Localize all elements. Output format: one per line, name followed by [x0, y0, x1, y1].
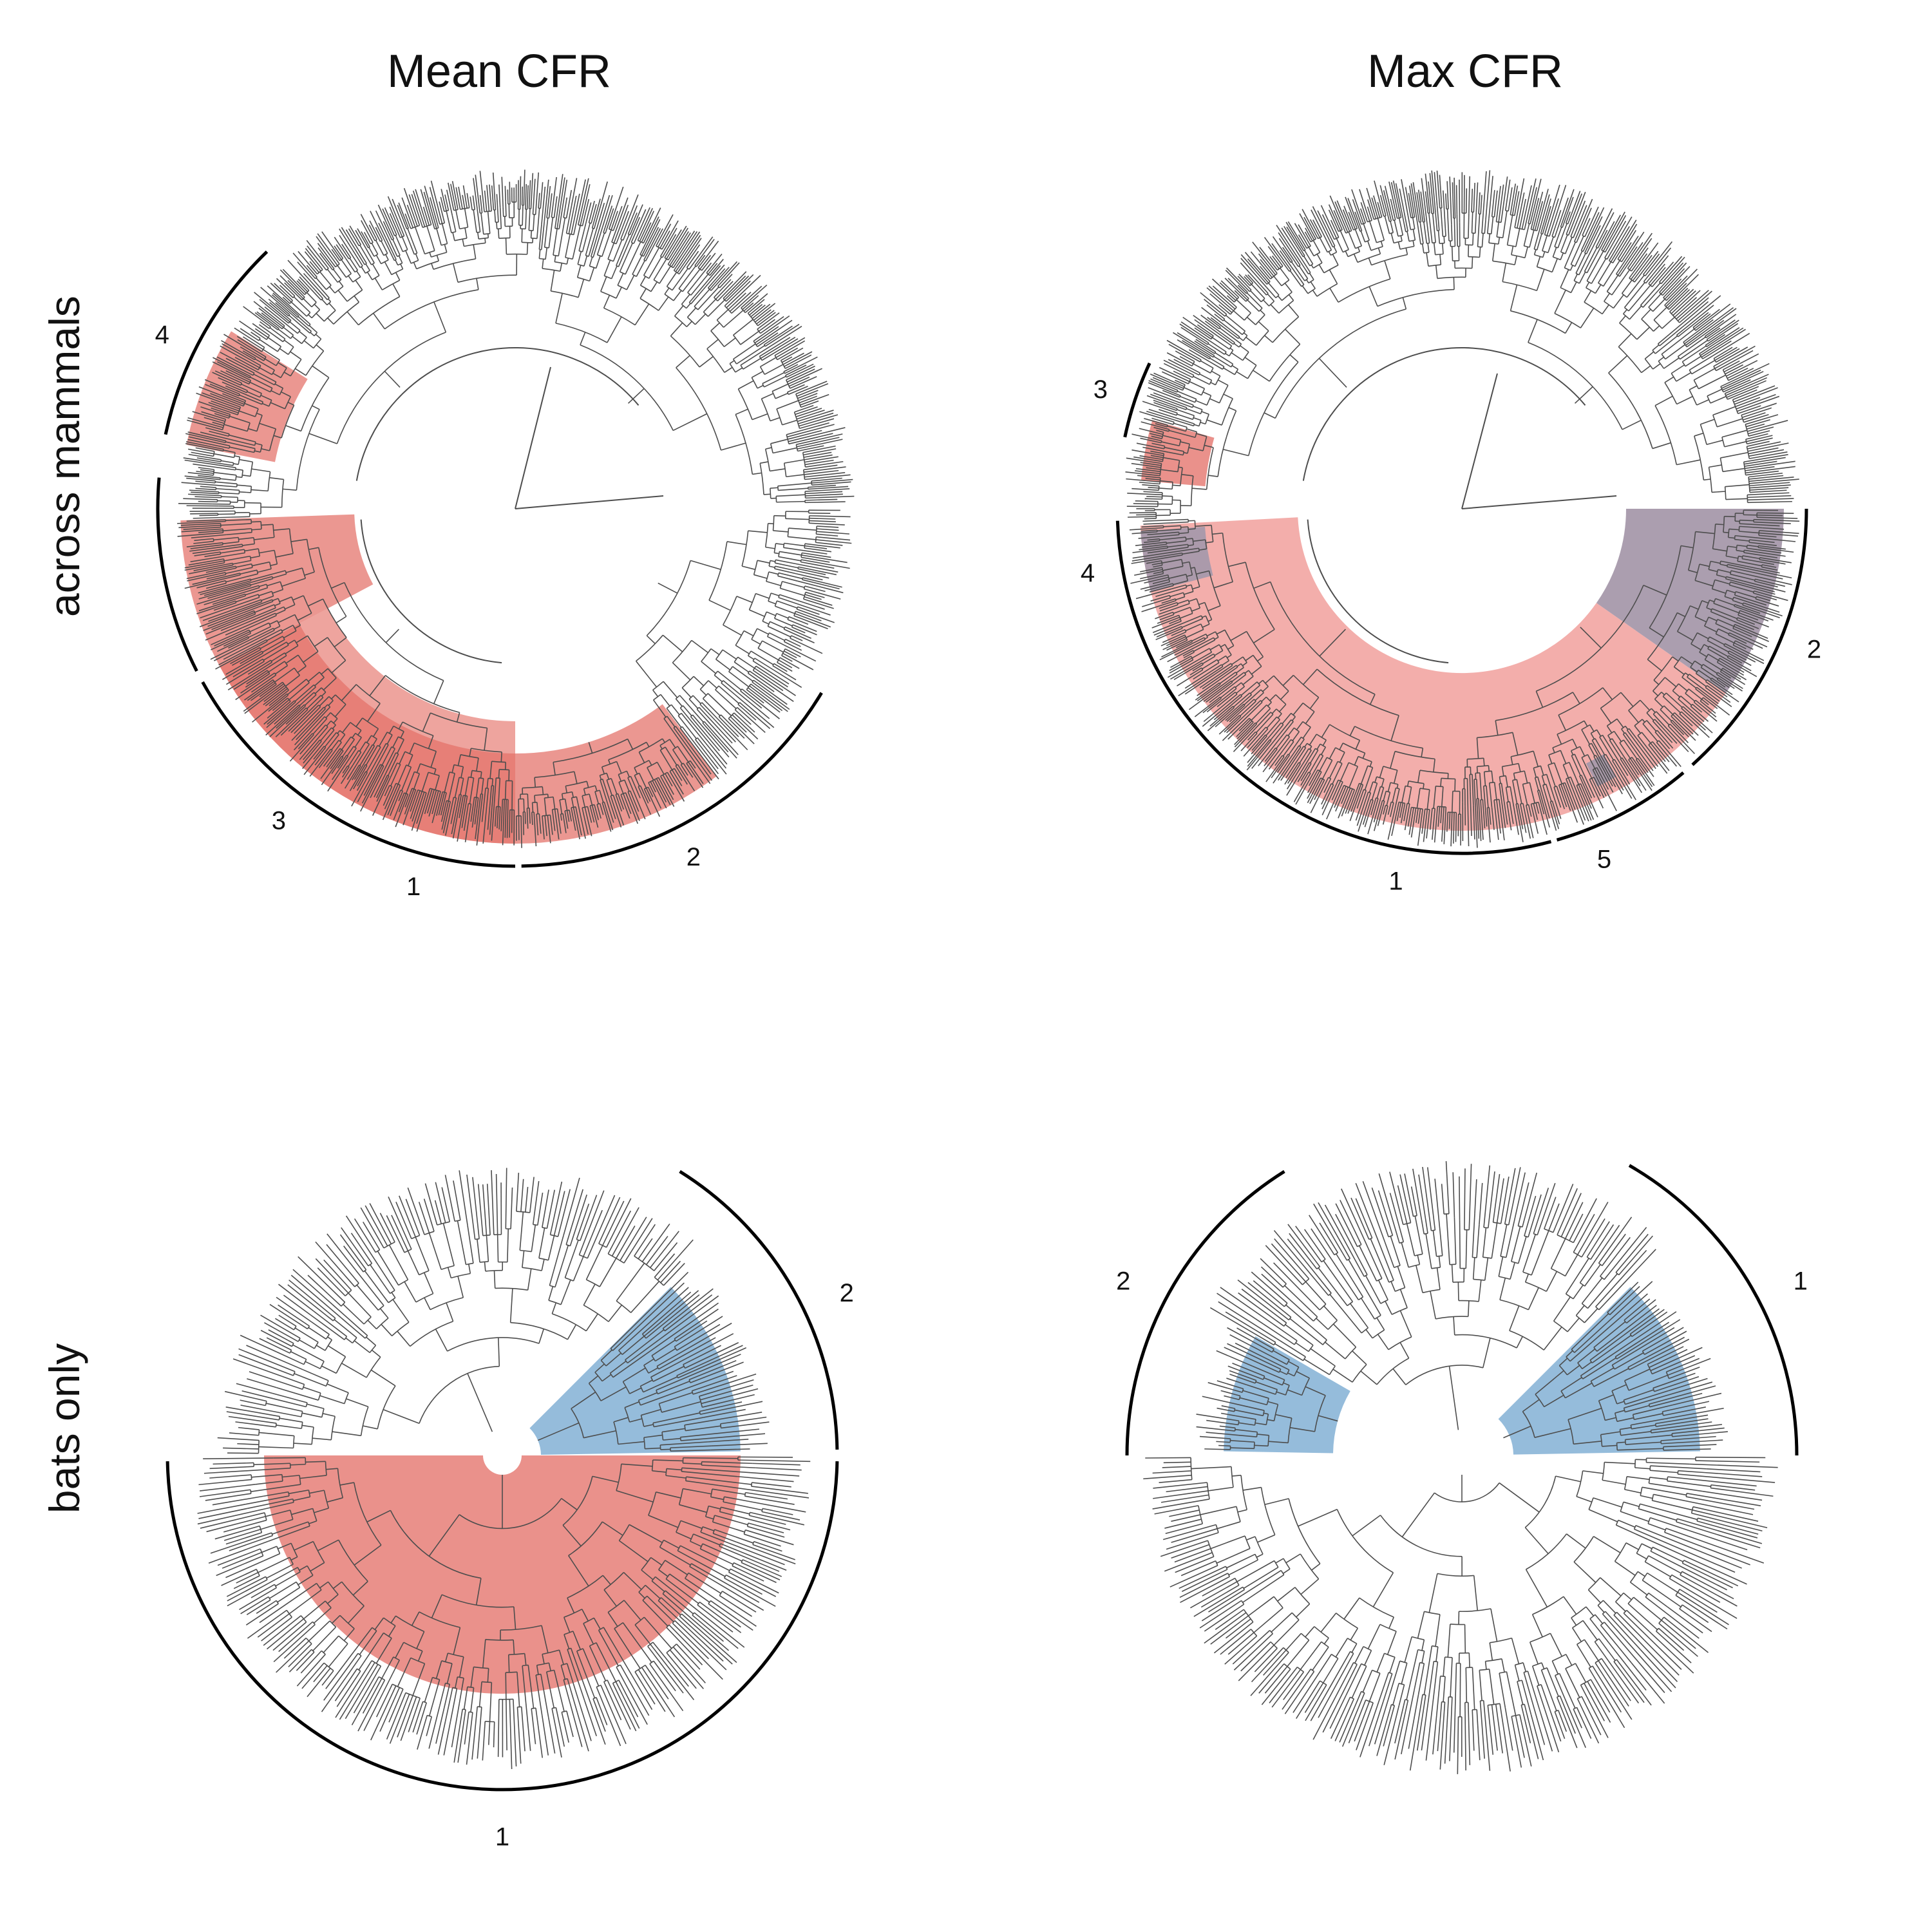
clade-label-4: 4: [155, 321, 169, 349]
panel-max-mammals: 1 2 3 4 5: [985, 77, 1932, 1043]
clade-label-2: 2: [1807, 636, 1821, 664]
clade-2-highlight: [515, 704, 717, 844]
column-title-max: Max CFR: [1367, 46, 1563, 97]
clade-highlights: [1224, 1287, 1700, 1455]
bracket-clade-4: [164, 251, 269, 435]
clade-brackets: 12: [1116, 1164, 1808, 1456]
clade-2-highlight: [529, 1287, 741, 1455]
bracket-clade-3: [1123, 362, 1151, 438]
tree-branches: [1125, 170, 1800, 848]
tree-mean-mammals: 1 2 3 4: [155, 169, 855, 901]
clade-1-highlight: [1498, 1287, 1700, 1455]
bracket-clade-2: [1125, 1170, 1285, 1456]
column-title-mean: Mean CFR: [386, 46, 612, 97]
bracket-clade-3: [156, 477, 198, 672]
tree-branches: [1143, 1161, 1778, 1774]
clade-label-1: 1: [1794, 1267, 1808, 1296]
clade-label-2: 2: [687, 843, 701, 871]
tree-mean-bats: 12: [166, 1168, 854, 1852]
bracket-clade-5: [1556, 771, 1685, 842]
panel-mean-mammals: 1 2 3 4: [19, 77, 985, 1043]
bracket-clade-1: [1628, 1164, 1799, 1456]
clade-1-highlight: [1140, 517, 1726, 831]
clade-label-3: 3: [1094, 375, 1108, 404]
bracket-clade-1: [201, 681, 516, 868]
tree-max-bats: 12: [1116, 1161, 1808, 1774]
clade-label-1: 1: [1388, 867, 1403, 896]
clade-label-2: 2: [1116, 1267, 1130, 1296]
clade-label-5: 5: [1597, 846, 1611, 874]
tree-max-mammals: 1 2 3 4 5: [1081, 170, 1821, 896]
clade-highlights: [180, 331, 717, 844]
bracket-clade-2: [679, 1170, 839, 1450]
bracket-clade-1: [166, 1461, 839, 1792]
bracket-clade-2: [521, 692, 823, 868]
clade-label-4: 4: [1081, 559, 1095, 587]
clade-label-2: 2: [840, 1279, 854, 1307]
clade-brackets: 12: [166, 1170, 854, 1852]
tree-branches: [177, 169, 855, 848]
clade-brackets: 1 2 3 4 5: [1081, 362, 1821, 896]
clade-label-1: 1: [495, 1823, 509, 1852]
bracket-clade-2: [1691, 508, 1808, 766]
clade-label-3: 3: [272, 807, 286, 835]
clade-1-inner-highlight: [219, 623, 515, 844]
tree-branches: [197, 1168, 811, 1770]
clade-brackets: 1 2 3 4: [155, 251, 823, 901]
clade-label-1: 1: [406, 873, 421, 901]
bracket-clade-4: [1115, 520, 1200, 732]
